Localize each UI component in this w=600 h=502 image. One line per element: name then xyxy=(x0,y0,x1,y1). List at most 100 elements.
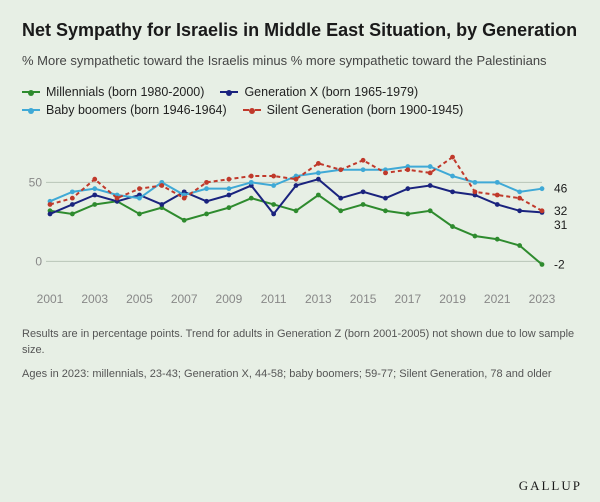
data-point xyxy=(271,212,276,217)
data-point xyxy=(227,186,232,191)
legend-label: Millennials (born 1980-2000) xyxy=(46,85,204,99)
series-end-label: 46 xyxy=(554,182,568,196)
data-point xyxy=(204,180,209,185)
data-point xyxy=(182,218,187,223)
chart-title: Net Sympathy for Israelis in Middle East… xyxy=(22,18,578,42)
data-point xyxy=(361,190,366,195)
legend-swatch-icon xyxy=(220,91,238,93)
data-point xyxy=(48,212,53,217)
data-point xyxy=(182,196,187,201)
data-point xyxy=(70,196,75,201)
data-point xyxy=(316,161,321,166)
data-point xyxy=(517,209,522,214)
data-point xyxy=(316,177,321,182)
chart-card: Net Sympathy for Israelis in Middle East… xyxy=(0,0,600,502)
data-point xyxy=(92,202,97,207)
series-line-millennials xyxy=(50,195,542,264)
data-point xyxy=(294,177,299,182)
data-point xyxy=(495,193,500,198)
data-point xyxy=(137,186,142,191)
data-point xyxy=(159,183,164,188)
legend-row: Millennials (born 1980-2000) Generation X… xyxy=(22,85,578,99)
data-point xyxy=(428,171,433,176)
data-point xyxy=(428,209,433,214)
legend-swatch-icon xyxy=(243,109,261,111)
x-tick-label: 2021 xyxy=(484,292,511,306)
data-point xyxy=(450,224,455,229)
chart-svg: 0502001200320052007200920112013201520172… xyxy=(22,125,578,315)
data-point xyxy=(227,193,232,198)
data-point xyxy=(517,196,522,201)
data-point xyxy=(92,186,97,191)
data-point xyxy=(540,186,545,191)
legend-swatch-icon xyxy=(22,109,40,111)
x-tick-label: 2007 xyxy=(171,292,198,306)
data-point xyxy=(383,209,388,214)
legend-item-boomers: Baby boomers (born 1946-1964) xyxy=(22,103,227,117)
data-point xyxy=(137,196,142,201)
data-point xyxy=(316,171,321,176)
brand-label: GALLUP xyxy=(519,478,582,494)
footnote-2: Ages in 2023: millennials, 23-43; Genera… xyxy=(22,367,578,383)
x-tick-label: 2013 xyxy=(305,292,332,306)
data-point xyxy=(159,202,164,207)
data-point xyxy=(338,167,343,172)
data-point xyxy=(405,186,410,191)
data-point xyxy=(495,202,500,207)
x-tick-label: 2001 xyxy=(37,292,64,306)
legend-item-genx: Generation X (born 1965-1979) xyxy=(220,85,418,99)
data-point xyxy=(70,212,75,217)
legend-row: Baby boomers (born 1946-1964) Silent Gene… xyxy=(22,103,578,117)
data-point xyxy=(227,177,232,182)
data-point xyxy=(450,190,455,195)
data-point xyxy=(70,202,75,207)
data-point xyxy=(249,196,254,201)
legend-label: Baby boomers (born 1946-1964) xyxy=(46,103,227,117)
legend: Millennials (born 1980-2000) Generation X… xyxy=(22,85,578,117)
data-point xyxy=(92,177,97,182)
data-point xyxy=(540,262,545,267)
x-tick-label: 2005 xyxy=(126,292,153,306)
y-tick-label: 0 xyxy=(35,254,42,268)
x-tick-label: 2003 xyxy=(81,292,108,306)
data-point xyxy=(428,164,433,169)
legend-label: Generation X (born 1965-1979) xyxy=(244,85,418,99)
data-point xyxy=(294,209,299,214)
data-point xyxy=(92,193,97,198)
data-point xyxy=(227,205,232,210)
data-point xyxy=(473,234,478,239)
series-end-label: 31 xyxy=(554,218,568,232)
legend-swatch-icon xyxy=(22,91,40,93)
data-point xyxy=(204,212,209,217)
line-chart: 0502001200320052007200920112013201520172… xyxy=(22,125,578,315)
data-point xyxy=(405,212,410,217)
data-point xyxy=(517,243,522,248)
x-tick-label: 2015 xyxy=(350,292,377,306)
data-point xyxy=(338,196,343,201)
data-point xyxy=(316,193,321,198)
x-tick-label: 2011 xyxy=(261,292,287,306)
footnote-1: Results are in percentage points. Trend … xyxy=(22,327,578,359)
x-tick-label: 2019 xyxy=(439,292,466,306)
data-point xyxy=(495,237,500,242)
data-point xyxy=(70,190,75,195)
data-point xyxy=(294,183,299,188)
data-point xyxy=(540,209,545,214)
data-point xyxy=(338,209,343,214)
data-point xyxy=(495,180,500,185)
data-point xyxy=(473,180,478,185)
data-point xyxy=(383,171,388,176)
x-tick-label: 2009 xyxy=(216,292,243,306)
chart-subtitle: % More sympathetic toward the Israelis m… xyxy=(22,52,578,71)
legend-label: Silent Generation (born 1900-1945) xyxy=(267,103,464,117)
data-point xyxy=(517,190,522,195)
data-point xyxy=(361,167,366,172)
series-end-label: -2 xyxy=(554,258,565,272)
data-point xyxy=(383,196,388,201)
legend-item-silent: Silent Generation (born 1900-1945) xyxy=(243,103,464,117)
data-point xyxy=(473,190,478,195)
x-tick-label: 2017 xyxy=(394,292,421,306)
data-point xyxy=(405,167,410,172)
x-tick-label: 2023 xyxy=(529,292,556,306)
data-point xyxy=(428,183,433,188)
